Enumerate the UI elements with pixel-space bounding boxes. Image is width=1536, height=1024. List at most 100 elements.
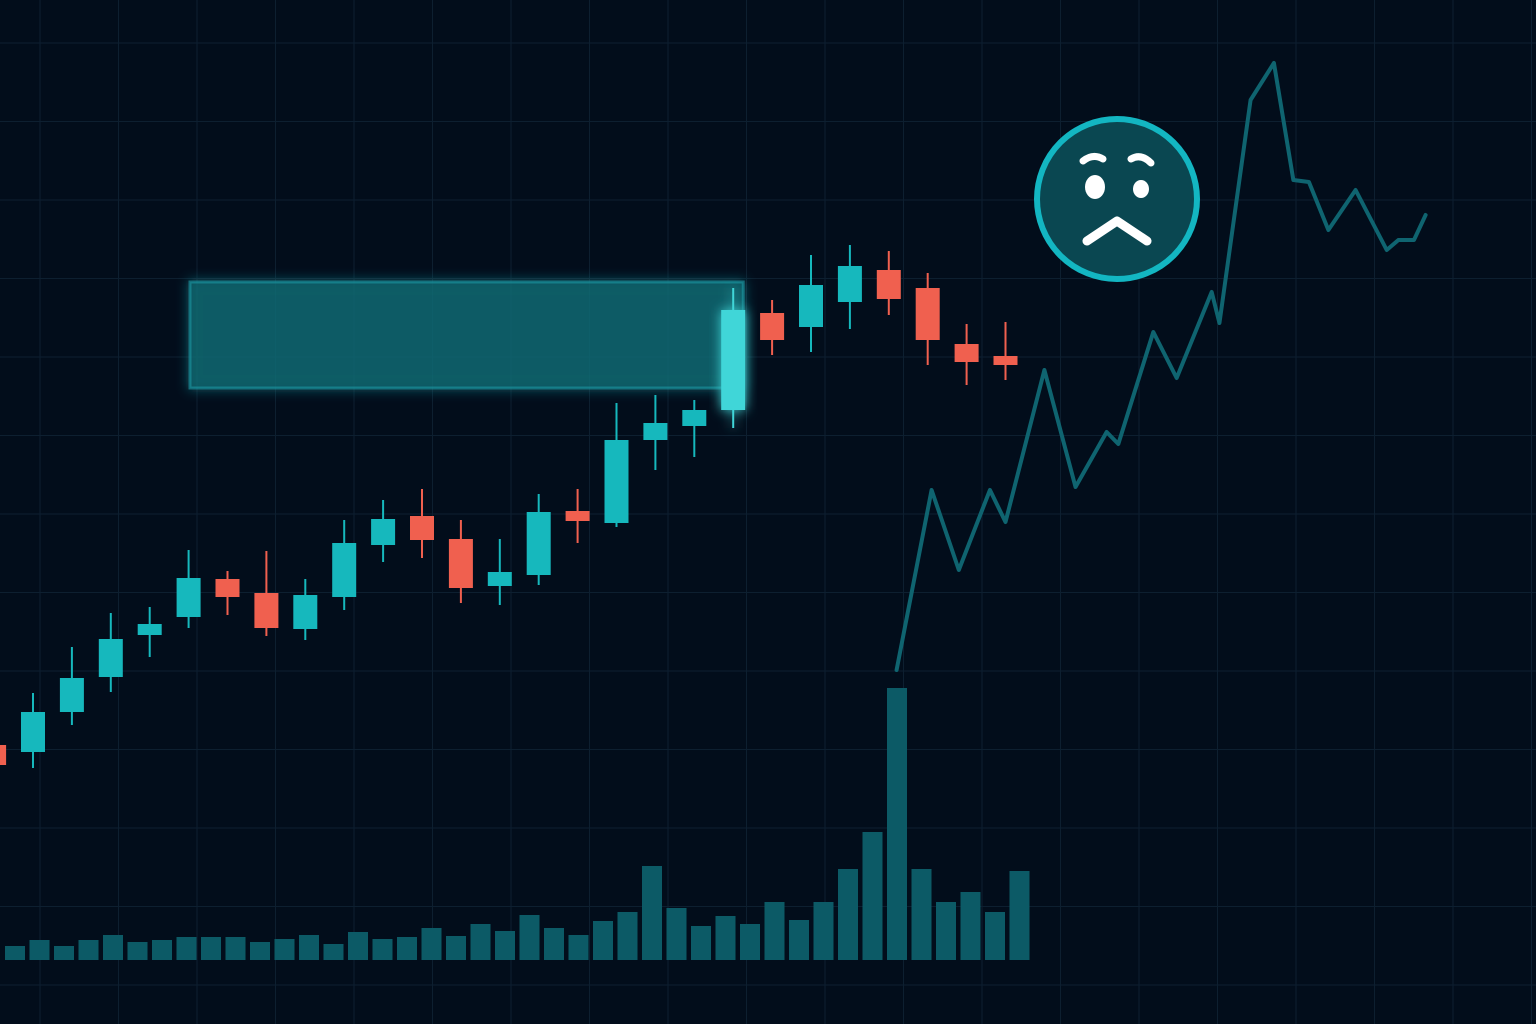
candle bbox=[682, 400, 707, 457]
volume-bar bbox=[985, 912, 1005, 960]
volume-bar bbox=[911, 869, 932, 960]
worried-face-icon bbox=[1034, 116, 1200, 282]
candle bbox=[410, 489, 434, 558]
resistance-zone-rect bbox=[188, 280, 745, 390]
volume-bar bbox=[593, 921, 613, 960]
candle-body bbox=[98, 639, 123, 677]
volume-bar bbox=[372, 939, 393, 960]
volume-bar bbox=[691, 926, 711, 960]
volume-bar bbox=[54, 946, 74, 960]
volume-bar bbox=[5, 946, 25, 960]
candle-body bbox=[215, 579, 240, 597]
volume-bar bbox=[1009, 871, 1030, 960]
volume-bar bbox=[813, 902, 834, 960]
candle bbox=[254, 551, 279, 636]
candle bbox=[176, 550, 201, 628]
volume-bar bbox=[887, 688, 907, 960]
volume-bar bbox=[274, 939, 295, 960]
volume-bar bbox=[78, 940, 99, 960]
volume-bar bbox=[936, 902, 956, 960]
candle bbox=[137, 607, 162, 657]
candle-body bbox=[137, 624, 162, 635]
volume-bar bbox=[544, 928, 564, 960]
candle bbox=[604, 403, 629, 527]
candle-body bbox=[876, 270, 901, 299]
volume-bar bbox=[838, 869, 858, 960]
volume-bar bbox=[715, 916, 736, 960]
candle-body bbox=[254, 593, 279, 628]
candle-body bbox=[0, 745, 7, 765]
frown-mouth bbox=[1082, 216, 1152, 246]
candle bbox=[760, 300, 785, 355]
candle bbox=[876, 251, 901, 315]
volume-bar bbox=[250, 942, 270, 960]
volume-bar bbox=[397, 937, 417, 960]
volume-bar bbox=[960, 892, 981, 960]
volume-bar bbox=[740, 924, 760, 960]
candle-body bbox=[721, 310, 746, 410]
candle bbox=[487, 539, 512, 605]
candle bbox=[993, 322, 1018, 380]
volume-bar bbox=[764, 902, 785, 960]
candle bbox=[799, 255, 823, 352]
volume-bar bbox=[470, 924, 491, 960]
candle-body bbox=[643, 423, 668, 440]
right-brow bbox=[1127, 153, 1155, 167]
right-eye bbox=[1133, 180, 1149, 198]
candles bbox=[0, 245, 1018, 768]
candle bbox=[215, 571, 240, 615]
candle-body bbox=[565, 511, 590, 521]
candle-body bbox=[760, 313, 785, 340]
candle bbox=[59, 647, 84, 725]
candle bbox=[371, 500, 396, 562]
candle-body bbox=[59, 678, 84, 712]
candle bbox=[21, 693, 45, 768]
volume-bar bbox=[446, 936, 466, 960]
left-brow bbox=[1079, 152, 1107, 165]
resistance-zone bbox=[188, 280, 745, 390]
volume-bar bbox=[176, 937, 197, 960]
candle bbox=[526, 494, 551, 585]
candle-body bbox=[448, 539, 473, 588]
volume-bar bbox=[103, 935, 123, 960]
candle bbox=[721, 288, 746, 428]
volume-bar bbox=[348, 932, 368, 960]
candle bbox=[954, 324, 979, 385]
candle-body bbox=[371, 519, 396, 545]
volume-bar bbox=[201, 937, 221, 960]
volume-bar bbox=[495, 931, 515, 960]
candle bbox=[293, 579, 318, 640]
left-eye bbox=[1085, 175, 1105, 199]
volume-bar bbox=[323, 944, 344, 960]
volume-bar bbox=[666, 908, 687, 960]
volume-bar bbox=[568, 935, 589, 960]
volume-bar bbox=[862, 832, 883, 960]
candle-body bbox=[837, 266, 862, 302]
candle-body bbox=[332, 543, 357, 597]
candle bbox=[915, 273, 940, 365]
candle bbox=[332, 520, 357, 610]
volume-bar bbox=[642, 866, 662, 960]
candle bbox=[837, 245, 862, 329]
price-line bbox=[894, 61, 1428, 672]
volume-bar bbox=[789, 920, 809, 960]
volume-bar bbox=[152, 940, 172, 960]
candle-body bbox=[526, 512, 551, 575]
volume-bar bbox=[127, 942, 148, 960]
volume-bar bbox=[225, 937, 246, 960]
candle bbox=[565, 489, 590, 543]
candle bbox=[98, 613, 123, 692]
volume-bar bbox=[519, 915, 540, 960]
candle-body bbox=[410, 516, 434, 540]
volume-bar bbox=[421, 928, 442, 960]
candle-body bbox=[176, 578, 201, 617]
candle bbox=[643, 395, 668, 470]
candle-body bbox=[604, 440, 629, 523]
volume-bar bbox=[617, 912, 638, 960]
candle-body bbox=[915, 288, 940, 340]
volume-bars bbox=[5, 688, 1030, 960]
candle bbox=[448, 520, 473, 603]
candle-body bbox=[487, 572, 512, 586]
candle-body bbox=[954, 344, 979, 362]
